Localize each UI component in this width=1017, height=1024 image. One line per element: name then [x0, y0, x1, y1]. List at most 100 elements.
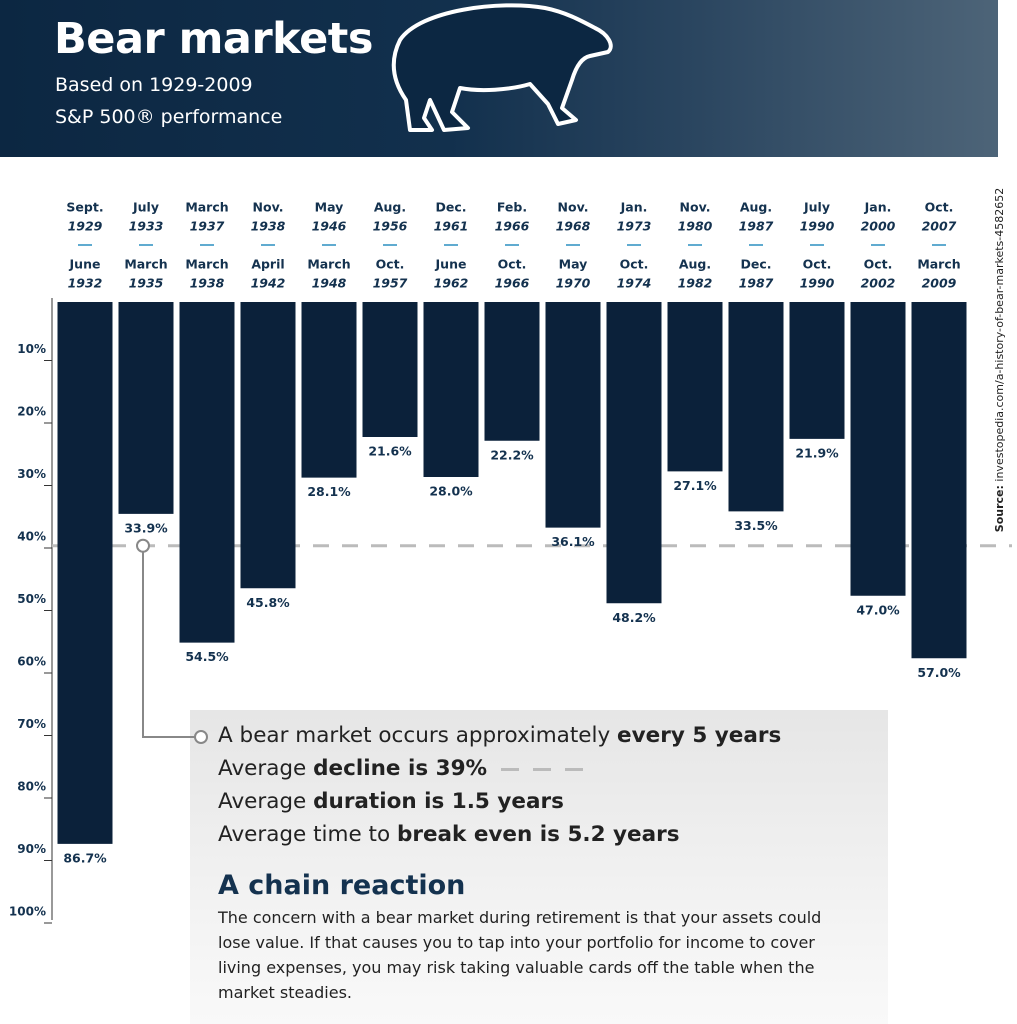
start-month: Jan. — [864, 200, 892, 215]
bear-icon — [391, 3, 613, 132]
value-label: 33.5% — [734, 518, 778, 533]
bar — [911, 302, 967, 659]
y-tick-label: 60% — [17, 655, 46, 669]
end-month: Dec. — [740, 257, 771, 272]
value-label: 86.7% — [63, 850, 107, 865]
start-month: Feb. — [497, 200, 527, 215]
value-label: 36.1% — [551, 534, 595, 549]
start-year: 2007 — [922, 219, 957, 234]
dash — [565, 767, 584, 771]
end-year: 1962 — [434, 276, 469, 291]
fact-bold: decline is 39% — [313, 756, 488, 781]
fact-text: Average — [218, 756, 314, 781]
start-year: 1938 — [251, 219, 286, 234]
start-month: March — [185, 200, 228, 215]
y-tick-label: 100% — [9, 905, 46, 919]
source: Source: investopedia.com/a-history-of-be… — [993, 188, 1006, 532]
end-year: 1957 — [373, 276, 408, 291]
title: Bear markets — [54, 14, 373, 64]
fact: Average time to break even is 5.2 years — [218, 822, 680, 847]
value-label: 28.0% — [429, 484, 473, 499]
start-month: Nov. — [253, 200, 284, 215]
start-year: 1990 — [800, 219, 835, 234]
end-month: June — [69, 257, 101, 272]
fact: A bear market occurs approximately every… — [218, 723, 781, 748]
start-year: 2000 — [861, 219, 896, 234]
bar — [545, 302, 601, 528]
end-year: 1990 — [800, 276, 835, 291]
start-year: 1929 — [68, 219, 103, 234]
bar — [484, 302, 540, 441]
start-month: Aug. — [374, 200, 406, 215]
end-month: Oct. — [864, 257, 893, 272]
y-tick-label: 80% — [17, 780, 46, 794]
end-month: Oct. — [498, 257, 527, 272]
start-month: July — [132, 200, 159, 215]
end-year: 1942 — [251, 276, 286, 291]
fact-text: A bear market occurs approximately — [218, 723, 618, 748]
bar — [789, 302, 845, 439]
start-month: Aug. — [740, 200, 772, 215]
start-year: 1933 — [129, 219, 164, 234]
connector — [142, 545, 195, 738]
subtitle: Based on 1929-2009 — [55, 74, 253, 96]
end-year: 2002 — [861, 276, 896, 291]
start-month: Nov. — [680, 200, 711, 215]
y-tick-label: 20% — [17, 405, 46, 419]
connector-dot — [136, 538, 150, 553]
section-heading: A chain reaction — [218, 870, 466, 901]
value-label: 57.0% — [917, 665, 961, 680]
end-year: 1974 — [617, 276, 652, 291]
bar — [423, 302, 479, 477]
y-tick-label: 90% — [17, 842, 46, 856]
end-month: Aug. — [679, 257, 711, 272]
start-year: 1946 — [312, 219, 347, 234]
y-tick-label: 10% — [17, 342, 46, 356]
start-month: Jan. — [620, 200, 648, 215]
bar — [57, 302, 113, 844]
dash — [501, 767, 520, 771]
value-label: 21.9% — [795, 445, 839, 460]
start-month: July — [803, 200, 830, 215]
y-tick-label: 40% — [17, 530, 46, 544]
bar — [240, 302, 296, 589]
value-label: 28.1% — [307, 484, 351, 499]
start-month: Oct. — [925, 200, 954, 215]
value-label: 47.0% — [856, 602, 900, 617]
end-year: 1970 — [556, 276, 591, 291]
end-month: Oct. — [620, 257, 649, 272]
end-year: 1987 — [739, 276, 774, 291]
end-month: April — [251, 257, 284, 272]
y-tick-label: 70% — [17, 717, 46, 731]
value-label: 48.2% — [612, 610, 656, 625]
end-month: May — [559, 257, 588, 272]
end-year: 1938 — [190, 276, 225, 291]
start-month: Sept. — [66, 200, 103, 215]
start-year: 1961 — [434, 219, 469, 234]
fact: Average duration is 1.5 years — [218, 789, 564, 814]
subtitle: S&P 500® performance — [55, 106, 283, 128]
start-year: 1973 — [617, 219, 652, 234]
end-month: Oct. — [376, 257, 405, 272]
value-label: 45.8% — [246, 595, 290, 610]
y-tick-label: 50% — [17, 592, 46, 606]
paragraph: The concern with a bear market during re… — [218, 908, 822, 1002]
bar — [850, 302, 906, 596]
bar — [179, 302, 235, 643]
value-label: 54.5% — [185, 649, 229, 664]
end-year: 1935 — [129, 276, 164, 291]
fact-bold: duration is 1.5 years — [313, 789, 564, 814]
bar — [606, 302, 662, 604]
bar — [667, 302, 723, 472]
bar — [301, 302, 357, 478]
start-month: May — [315, 200, 344, 215]
dash — [533, 767, 552, 771]
fact-text: Average time to — [218, 822, 397, 847]
end-month: March — [917, 257, 960, 272]
end-month: March — [185, 257, 228, 272]
value-label: 27.1% — [673, 478, 717, 493]
end-month: June — [435, 257, 467, 272]
fact-bold: break even is 5.2 years — [396, 822, 680, 847]
bar — [118, 302, 174, 514]
